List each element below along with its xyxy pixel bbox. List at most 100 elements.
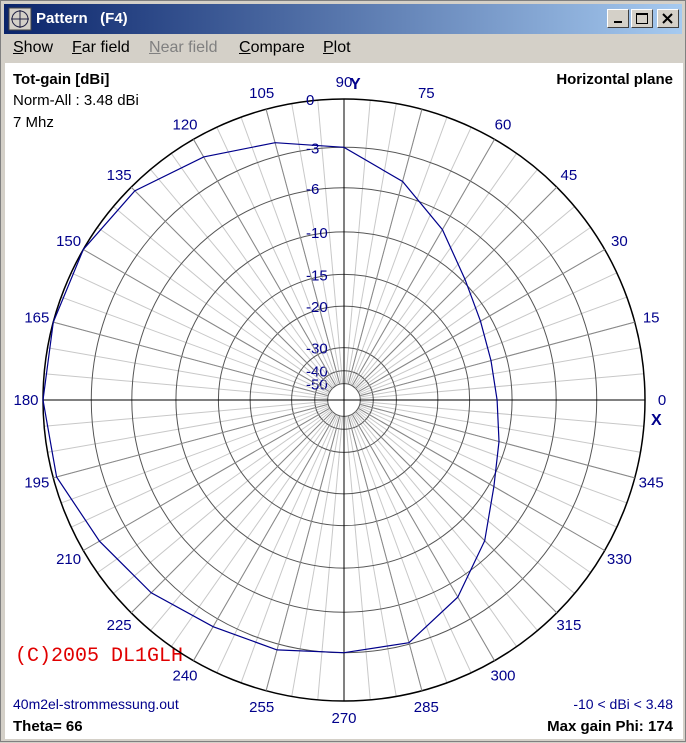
spoke <box>70 272 330 394</box>
spoke <box>216 414 338 674</box>
spoke <box>356 206 575 390</box>
angle-label: 195 <box>24 474 49 491</box>
spoke <box>344 416 371 700</box>
window-title: Pattern (F4) <box>36 10 128 27</box>
spoke <box>358 406 618 528</box>
spoke <box>344 100 371 384</box>
spoke <box>97 226 331 392</box>
angle-line <box>351 139 495 387</box>
spoke <box>350 126 472 386</box>
menu-item[interactable]: Plot <box>323 39 351 56</box>
angle-label: 60 <box>495 117 512 134</box>
angle-line <box>357 249 605 393</box>
spoke <box>357 408 591 574</box>
angle-label: 105 <box>249 85 274 102</box>
angle-label: 120 <box>172 117 197 134</box>
ring-label: -30 <box>306 341 328 358</box>
angle-label: 180 <box>13 392 38 409</box>
angle-label: 255 <box>249 699 274 716</box>
angle-label: 345 <box>639 474 664 491</box>
menu-item[interactable]: Compare <box>239 39 305 56</box>
ring-label: 0 <box>306 92 314 109</box>
app-icon <box>8 7 32 31</box>
angle-line <box>265 415 341 691</box>
spoke <box>44 373 328 400</box>
spoke <box>216 126 338 386</box>
spoke <box>360 373 644 400</box>
angle-line <box>53 321 329 397</box>
spoke <box>113 410 332 594</box>
angle-label: 210 <box>56 551 81 568</box>
angle-label: 135 <box>107 167 132 184</box>
menu-bar: Show Far field Near field Compare Plot <box>4 35 682 61</box>
maximize-button[interactable] <box>631 9 653 28</box>
header-right: Horizontal plane <box>556 71 673 88</box>
axis-y-label: Y <box>350 76 361 93</box>
angle-line <box>347 109 423 385</box>
angle-line <box>265 109 341 385</box>
spoke <box>350 414 472 674</box>
spoke <box>360 402 641 453</box>
axis-x-label: X <box>651 412 662 429</box>
angle-label: 330 <box>607 551 632 568</box>
spoke <box>60 405 329 504</box>
spoke <box>352 153 518 387</box>
max-gain: Max gain Phi: 174 <box>547 718 674 735</box>
spoke <box>150 412 334 631</box>
spoke <box>291 103 342 384</box>
close-button[interactable] <box>657 9 679 28</box>
header-left: 7 Mhz <box>13 114 54 131</box>
spoke <box>97 408 331 574</box>
angle-label: 225 <box>107 617 132 634</box>
spoke <box>360 347 641 398</box>
ring-label: -20 <box>306 299 328 316</box>
spoke <box>354 169 538 388</box>
angle-label: 30 <box>611 233 628 250</box>
header-left: Norm-All : 3.48 dBi <box>13 92 139 109</box>
angle-line <box>351 413 495 661</box>
spoke <box>358 272 618 394</box>
spoke <box>359 405 628 504</box>
spoke <box>356 410 575 594</box>
ring-label: -6 <box>306 181 319 198</box>
spoke <box>354 412 538 631</box>
angle-line <box>193 139 337 387</box>
spoke <box>170 413 336 647</box>
angle-line <box>355 186 558 389</box>
pattern-curve <box>42 142 500 654</box>
angle-label: 45 <box>561 167 578 184</box>
angle-label: 75 <box>418 85 435 102</box>
minimize-button[interactable] <box>607 9 629 28</box>
angle-label: 90 <box>336 74 353 91</box>
menu-item[interactable]: Far field <box>72 39 130 56</box>
angle-line <box>83 249 331 393</box>
spoke <box>352 413 518 647</box>
angle-line <box>130 186 333 389</box>
spoke <box>359 296 628 395</box>
range: -10 < dBi < 3.48 <box>573 696 673 712</box>
angle-line <box>83 407 331 551</box>
spoke <box>60 296 329 395</box>
angle-label: 270 <box>331 710 356 727</box>
spoke <box>47 402 328 453</box>
menu-item[interactable]: Show <box>13 39 54 56</box>
spoke <box>349 415 448 684</box>
angle-line <box>357 407 605 551</box>
spoke <box>150 169 334 388</box>
spoke <box>170 153 336 387</box>
spoke <box>70 406 330 528</box>
angle-line <box>193 413 337 661</box>
title-bar: Pattern (F4) <box>4 4 682 34</box>
copyright: (C)2005 DL1GLH <box>15 645 183 668</box>
spoke <box>317 416 344 700</box>
header-left: Tot-gain [dBi] <box>13 71 109 88</box>
spoke <box>291 416 342 697</box>
spoke <box>240 116 339 385</box>
angle-label: 15 <box>643 310 660 327</box>
angle-label: 315 <box>556 617 581 634</box>
theta: Theta= 66 <box>13 718 83 735</box>
angle-line <box>347 415 423 691</box>
